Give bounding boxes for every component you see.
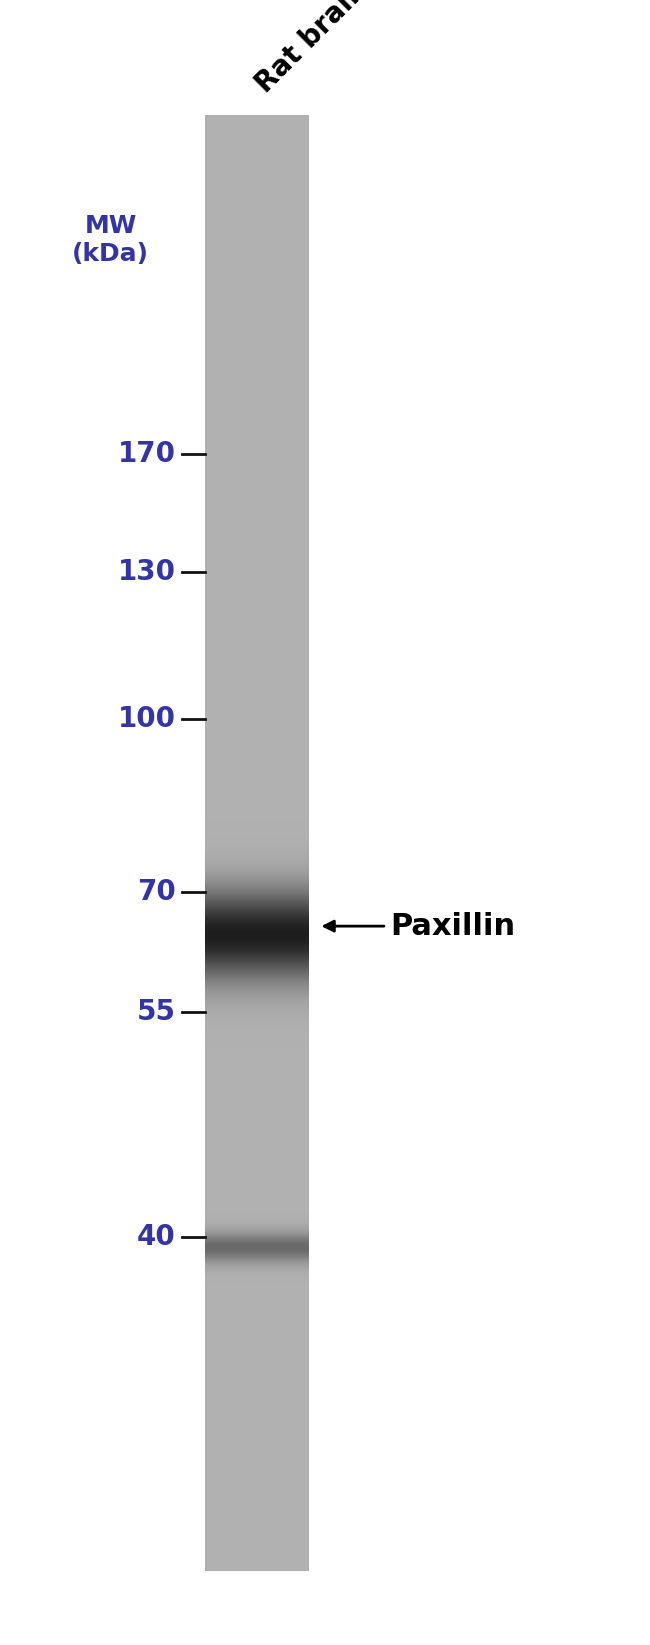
Text: Rat brain: Rat brain (250, 0, 372, 99)
Text: MW
(kDa): MW (kDa) (72, 214, 149, 265)
Text: 55: 55 (136, 997, 176, 1026)
Text: 40: 40 (136, 1222, 176, 1252)
Text: 100: 100 (118, 704, 176, 734)
Text: Paxillin: Paxillin (390, 911, 515, 941)
Text: 130: 130 (118, 558, 176, 587)
Text: 170: 170 (118, 439, 176, 469)
Text: 70: 70 (136, 877, 176, 906)
